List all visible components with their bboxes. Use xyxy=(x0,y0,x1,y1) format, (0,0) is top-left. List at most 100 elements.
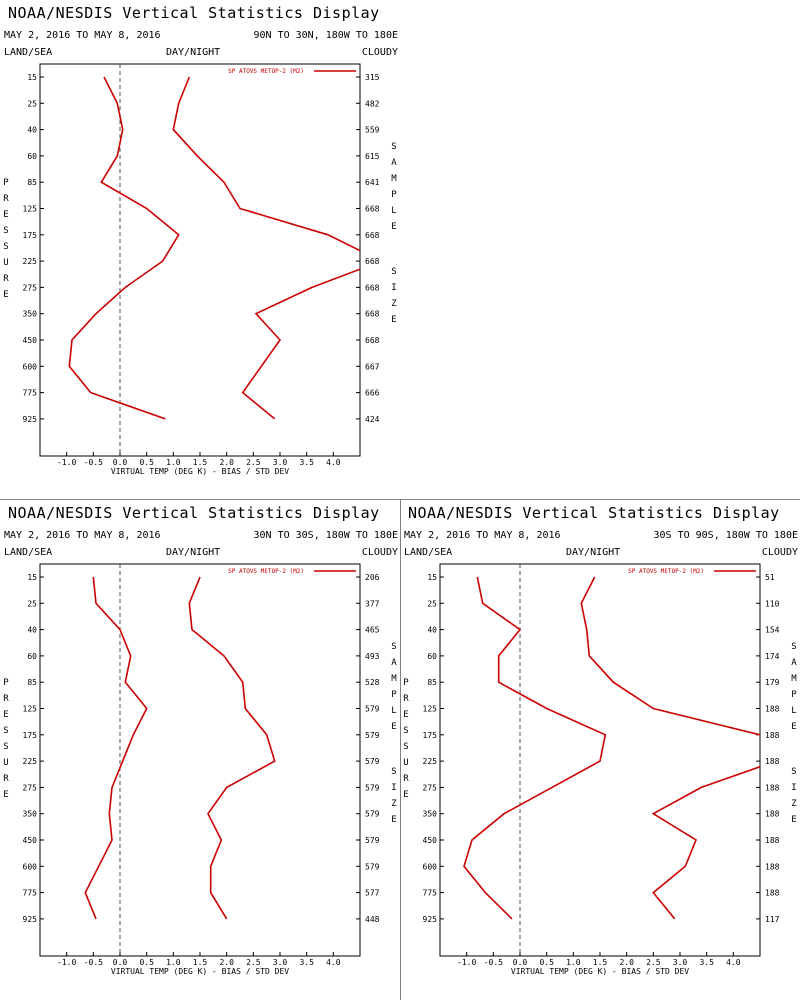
y2-axis-label-letter: I xyxy=(791,783,796,793)
pressure-label: 775 xyxy=(423,889,438,898)
x-tick-label: 1.0 xyxy=(166,458,181,467)
x-axis-label: VIRTUAL TEMP (DEG K) - BIAS / STD DEV xyxy=(111,467,289,476)
pressure-label: 350 xyxy=(23,310,38,319)
pressure-label: 925 xyxy=(23,415,38,424)
y2-axis-label-letter: I xyxy=(391,783,396,793)
pressure-label: 40 xyxy=(427,626,437,635)
sample-size-label: 188 xyxy=(765,705,780,714)
y-axis-label-letter: S xyxy=(403,726,408,736)
sample-size-label: 528 xyxy=(365,678,380,687)
sample-size-label: 666 xyxy=(365,389,380,398)
x-tick-label: 2.5 xyxy=(246,458,261,467)
pressure-label: 450 xyxy=(23,336,38,345)
pressure-label: 15 xyxy=(427,573,437,582)
y-axis-label-letter: S xyxy=(3,726,8,736)
day-night-label: DAY/NIGHT xyxy=(166,47,221,58)
date-range: MAY 2, 2016 TO MAY 8, 2016 xyxy=(4,30,161,41)
sample-size-label: 448 xyxy=(365,915,380,924)
x-tick-label: 1.0 xyxy=(566,958,581,967)
x-axis-label: VIRTUAL TEMP (DEG K) - BIAS / STD DEV xyxy=(511,967,689,976)
y-axis-label-letter: R xyxy=(3,194,9,204)
x-tick-label: 3.0 xyxy=(673,958,688,967)
x-tick-label: 1.0 xyxy=(166,958,181,967)
cloudy-label: CLOUDY xyxy=(761,547,798,558)
pressure-label: 125 xyxy=(423,705,438,714)
sample-size-label: 577 xyxy=(365,889,380,898)
legend-label: SP ATOVS METOP-2 (M2) xyxy=(228,68,304,75)
x-tick-label: 2.0 xyxy=(619,958,634,967)
y-axis-label-letter: S xyxy=(3,742,8,752)
pressure-label: 85 xyxy=(27,678,37,687)
y-axis-label-letter: U xyxy=(3,258,8,268)
y2-axis-label-letter: I xyxy=(391,283,396,293)
y-axis-label-letter: E xyxy=(3,210,8,220)
sample-size-label: 579 xyxy=(365,836,380,845)
y2-axis-label-letter: A xyxy=(391,658,397,668)
y-axis-label-letter: E xyxy=(403,790,408,800)
y-axis-label-letter: R xyxy=(3,774,9,784)
pressure-label: 175 xyxy=(23,231,38,240)
pressure-label: 275 xyxy=(423,783,438,792)
pressure-label: 85 xyxy=(27,178,37,187)
x-tick-label: 2.0 xyxy=(219,958,234,967)
chart-title: NOAA/NESDIS Vertical Statistics Display xyxy=(8,4,380,22)
sample-size-label: 188 xyxy=(765,889,780,898)
pressure-label: 85 xyxy=(427,678,437,687)
y-axis-label-letter: S xyxy=(403,742,408,752)
region-label: 90N TO 30N, 180W TO 180E xyxy=(253,30,399,41)
x-tick-label: 4.0 xyxy=(726,958,741,967)
pressure-label: 925 xyxy=(23,915,38,924)
y2-axis-label-letter: Z xyxy=(791,799,797,809)
y2-axis-label-letter: E xyxy=(791,722,796,732)
land-sea-label: LAND/SEA xyxy=(4,547,53,558)
sample-size-label: 188 xyxy=(765,836,780,845)
y-axis-label-letter: R xyxy=(403,694,409,704)
x-tick-label: 2.0 xyxy=(219,458,234,467)
sample-size-label: 188 xyxy=(765,810,780,819)
x-tick-label: 0.0 xyxy=(513,958,528,967)
pressure-label: 25 xyxy=(27,599,37,608)
pressure-label: 60 xyxy=(427,652,437,661)
pressure-label: 15 xyxy=(27,573,37,582)
sample-size-label: 154 xyxy=(765,626,780,635)
y2-axis-label-letter: M xyxy=(391,174,397,184)
pressure-label: 775 xyxy=(23,389,38,398)
y2-axis-label-letter: E xyxy=(391,315,396,325)
y-axis-label-letter: E xyxy=(403,710,408,720)
x-tick-label: -1.0 xyxy=(57,458,76,467)
x-tick-label: 1.5 xyxy=(193,958,208,967)
y2-axis-label-letter: L xyxy=(391,706,396,716)
y2-axis-label-letter: Z xyxy=(391,799,397,809)
sample-size-label: 117 xyxy=(765,915,780,924)
y2-axis-label-letter: E xyxy=(391,722,396,732)
x-tick-label: 4.0 xyxy=(326,958,341,967)
chart-panel-tropics: NOAA/NESDIS Vertical Statistics Display … xyxy=(0,500,400,1000)
pressure-label: 15 xyxy=(27,73,37,82)
pressure-label: 275 xyxy=(23,283,38,292)
y-axis-label-letter: R xyxy=(403,774,409,784)
chart-title: NOAA/NESDIS Vertical Statistics Display xyxy=(8,504,380,522)
pressure-label: 40 xyxy=(27,626,37,635)
x-tick-label: 3.0 xyxy=(273,958,288,967)
x-tick-label: -1.0 xyxy=(457,958,476,967)
sample-size-label: 579 xyxy=(365,862,380,871)
y-axis-label-letter: E xyxy=(3,710,8,720)
legend-label: SP ATOVS METOP-2 (M2) xyxy=(628,568,704,575)
date-range: MAY 2, 2016 TO MAY 8, 2016 xyxy=(404,530,561,541)
sample-size-label: 315 xyxy=(365,73,380,82)
sample-size-label: 668 xyxy=(365,310,380,319)
pressure-label: 600 xyxy=(23,362,38,371)
y2-axis-label-letter: P xyxy=(791,690,797,700)
x-tick-label: 0.5 xyxy=(139,458,154,467)
sample-size-label: 641 xyxy=(365,178,380,187)
horizontal-divider xyxy=(0,499,800,500)
sample-size-label: 377 xyxy=(365,599,380,608)
y-axis-label-letter: E xyxy=(3,790,8,800)
pressure-label: 225 xyxy=(423,757,438,766)
sample-size-label: 579 xyxy=(365,731,380,740)
y2-axis-label-letter: E xyxy=(391,222,396,232)
y2-axis-label-letter: M xyxy=(791,674,797,684)
x-tick-label: 1.5 xyxy=(593,958,608,967)
pressure-label: 60 xyxy=(27,652,37,661)
y-axis-label-letter: R xyxy=(3,274,9,284)
